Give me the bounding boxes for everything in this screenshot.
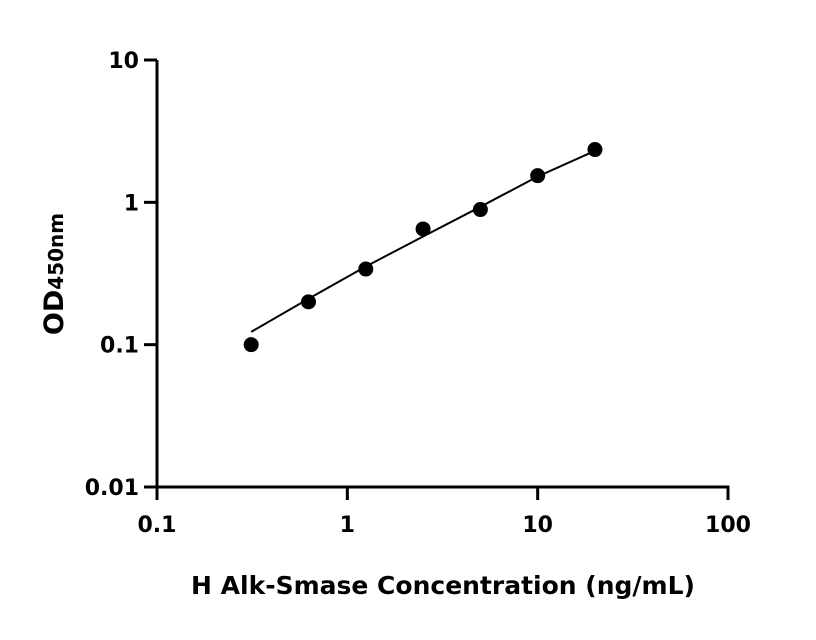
- data-points: [243, 142, 603, 353]
- data-point: [530, 168, 546, 184]
- data-point: [472, 202, 488, 218]
- y-axis-label-main: OD: [39, 290, 70, 335]
- y-tick-label: 10: [108, 49, 139, 74]
- axes: 0.1 1 10 100 0.01 0.1 1 10: [85, 49, 751, 538]
- y-axis-label-sub: 450nm: [44, 213, 68, 290]
- y-tick-label: 1: [124, 191, 139, 216]
- x-axis-label: H Alk-Smase Concentration (ng/mL): [191, 571, 695, 600]
- x-tick-label: 10: [522, 513, 553, 538]
- data-point: [358, 261, 374, 277]
- y-axis-label: OD450nm: [39, 213, 70, 335]
- y-tick-label: 0.01: [85, 476, 139, 501]
- y-tick-label: 0.1: [100, 334, 139, 359]
- data-point: [587, 142, 603, 158]
- x-tick-label: 1: [340, 513, 355, 538]
- x-tick-label: 0.1: [138, 513, 177, 538]
- data-point: [415, 221, 431, 237]
- x-tick-label: 100: [705, 513, 751, 538]
- data-point: [300, 294, 316, 310]
- data-point: [243, 337, 259, 353]
